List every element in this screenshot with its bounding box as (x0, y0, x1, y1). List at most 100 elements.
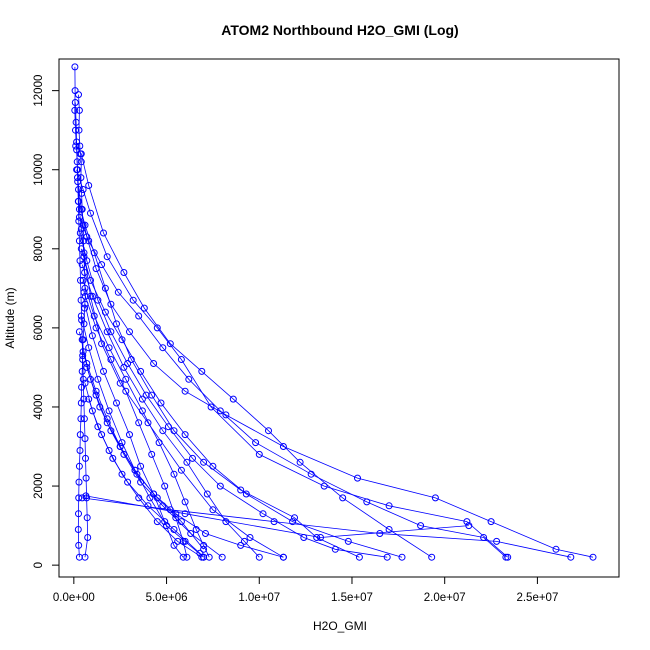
data-point (259, 510, 267, 518)
data-point (385, 526, 393, 533)
series-21 (71, 99, 92, 561)
series-20 (74, 91, 89, 561)
series-19 (85, 395, 206, 561)
data-point (82, 454, 89, 462)
data-point (78, 383, 86, 391)
x-tick-label: 0.0e+00 (53, 592, 95, 604)
y-axis: 0 2000 4000 6000 8000 10000 12000 (33, 75, 60, 568)
data-point (80, 415, 88, 423)
data-point (118, 336, 126, 344)
data-point (72, 142, 80, 150)
data-point (122, 375, 130, 383)
chart-title: ATOM2 Northbound H2O_GMI (Log) (221, 22, 458, 38)
data-point (153, 494, 161, 502)
data-point (85, 344, 93, 352)
data-point (85, 182, 93, 189)
data-point (79, 221, 87, 229)
data-point (75, 106, 83, 114)
data-point (83, 514, 91, 522)
data-point (103, 253, 111, 261)
series-line (82, 497, 571, 558)
data-point (181, 510, 189, 518)
data-point (105, 407, 113, 415)
data-point (107, 328, 115, 336)
data-point (113, 320, 120, 328)
data-point (463, 518, 471, 526)
data-point (80, 237, 87, 245)
data-point (428, 553, 436, 561)
data-point (150, 490, 158, 498)
series-8 (78, 261, 263, 561)
series-line (78, 201, 360, 558)
data-point (172, 514, 180, 522)
data-point (255, 553, 263, 561)
data-point (135, 312, 143, 320)
data-point (265, 427, 272, 435)
data-point (98, 261, 106, 269)
data-point (131, 466, 139, 474)
data-point (398, 553, 406, 561)
data-point (142, 391, 150, 399)
data-point (137, 462, 145, 470)
data-point (246, 534, 254, 541)
x-axis-label: H2O_GMI (313, 619, 367, 633)
data-point (552, 545, 560, 553)
data-point (189, 454, 196, 462)
data-point (116, 443, 124, 450)
data-point (75, 217, 83, 225)
data-point (181, 537, 189, 545)
x-axis: 0.0e+00 5.0e+06 1.0e+07 1.5e+07 2.0e+07 2.5e+… (53, 576, 558, 604)
data-point (144, 419, 152, 427)
data-point (77, 415, 85, 423)
data-point (87, 375, 94, 383)
data-point (207, 403, 215, 411)
data-point (124, 478, 132, 486)
data-point (114, 288, 122, 296)
data-point (118, 439, 126, 447)
data-point (431, 494, 439, 502)
data-point (78, 316, 86, 324)
x-tick-label: 5.0e+06 (146, 592, 188, 604)
data-point (140, 304, 148, 312)
data-point (79, 186, 87, 193)
data-point (100, 229, 107, 237)
data-point (120, 269, 128, 276)
data-point (77, 296, 85, 304)
data-point (137, 367, 145, 375)
data-point (242, 490, 250, 498)
series-line (80, 315, 204, 558)
data-point (107, 427, 115, 435)
series-line (79, 217, 507, 558)
y-tick-label: 12000 (33, 75, 45, 107)
y-tick-label: 10000 (33, 154, 45, 186)
series-line (76, 169, 508, 558)
data-point (94, 375, 102, 383)
data-point (170, 470, 178, 478)
x-tick-label: 2.5e+07 (516, 592, 558, 604)
data-point (376, 530, 384, 537)
data-point (296, 458, 304, 466)
data-point (73, 138, 81, 146)
data-point (465, 522, 473, 530)
data-point (105, 447, 113, 454)
data-point (75, 328, 83, 336)
data-point (120, 450, 128, 458)
data-point (76, 447, 84, 454)
data-point (77, 158, 85, 166)
data-point (126, 328, 133, 336)
data-point (183, 458, 191, 466)
data-point (80, 253, 88, 261)
data-point (120, 363, 128, 371)
data-point (200, 458, 208, 466)
data-point (344, 537, 352, 545)
data-point (150, 360, 158, 367)
data-point (74, 178, 82, 186)
data-point (94, 423, 102, 431)
data-point (270, 518, 278, 526)
data-point (255, 450, 263, 458)
data-point (502, 553, 510, 561)
data-point (87, 209, 94, 217)
data-point (181, 498, 189, 506)
data-point (289, 518, 297, 526)
data-point (383, 553, 391, 561)
